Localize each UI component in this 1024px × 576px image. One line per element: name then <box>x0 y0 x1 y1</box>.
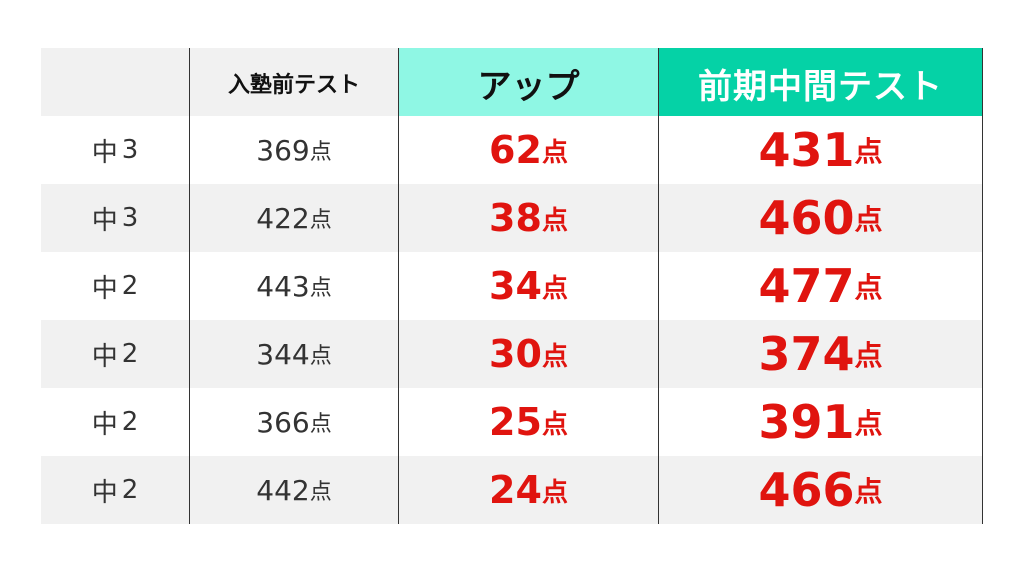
midterm-score: 391 <box>758 395 855 449</box>
before-score: 344 <box>256 337 310 371</box>
score-unit: 点 <box>854 203 883 236</box>
before-score-cell: 443 点 <box>189 252 398 320</box>
score-unit: 点 <box>854 475 883 508</box>
midterm-score-cell: 431 点 <box>658 116 983 184</box>
grade-number: 2 <box>121 339 139 369</box>
midterm-score-cell: 477 点 <box>658 252 983 320</box>
before-score-cell: 369 点 <box>189 116 398 184</box>
grade-number: 3 <box>121 203 139 233</box>
up-score-cell: 34 点 <box>398 252 658 320</box>
grade-label: 中 <box>91 137 118 168</box>
up-score: 62 <box>489 128 542 172</box>
midterm-score-cell: 374 点 <box>658 320 983 388</box>
before-score: 443 <box>256 269 310 303</box>
before-score-cell: 422 点 <box>189 184 398 252</box>
midterm-score-cell: 466 点 <box>658 456 983 524</box>
score-unit: 点 <box>541 205 568 236</box>
score-unit: 点 <box>541 477 568 508</box>
grade-label: 中 <box>91 477 118 508</box>
score-unit: 点 <box>541 273 568 304</box>
score-unit: 点 <box>309 140 332 165</box>
grade-label: 中 <box>91 205 118 236</box>
midterm-score: 431 <box>758 123 855 177</box>
midterm-score: 477 <box>758 259 855 313</box>
before-score: 369 <box>256 133 310 167</box>
up-score-cell: 62 点 <box>398 116 658 184</box>
score-unit: 点 <box>541 137 568 168</box>
grade-number: 3 <box>121 135 139 165</box>
midterm-score: 466 <box>758 463 855 517</box>
grade-number: 2 <box>121 475 139 505</box>
before-score-cell: 366 点 <box>189 388 398 456</box>
midterm-score-cell: 460 点 <box>658 184 983 252</box>
midterm-score-cell: 391 点 <box>658 388 983 456</box>
up-score-cell: 24 点 <box>398 456 658 524</box>
header-score-up: アップ <box>398 48 658 118</box>
score-unit: 点 <box>854 339 883 372</box>
up-score: 34 <box>489 264 542 308</box>
header-grade <box>41 48 189 118</box>
up-score-cell: 38 点 <box>398 184 658 252</box>
before-score-cell: 344 点 <box>189 320 398 388</box>
before-score-cell: 442 点 <box>189 456 398 524</box>
grade-label: 中 <box>91 273 118 304</box>
up-score: 25 <box>489 400 542 444</box>
before-score: 422 <box>256 201 310 235</box>
score-unit: 点 <box>309 412 332 437</box>
up-score: 38 <box>489 196 542 240</box>
score-unit: 点 <box>309 208 332 233</box>
up-score: 24 <box>489 468 542 512</box>
score-unit: 点 <box>854 407 883 440</box>
grade-number: 2 <box>121 407 139 437</box>
score-unit: 点 <box>541 341 568 372</box>
header-midterm-test: 前期中間テスト <box>658 48 983 118</box>
up-score-cell: 30 点 <box>398 320 658 388</box>
up-score: 30 <box>489 332 542 376</box>
midterm-score: 460 <box>758 191 855 245</box>
header-before-test: 入塾前テスト <box>189 48 398 118</box>
up-score-cell: 25 点 <box>398 388 658 456</box>
midterm-score: 374 <box>758 327 855 381</box>
score-unit: 点 <box>309 480 332 505</box>
score-unit: 点 <box>309 344 332 369</box>
before-score: 366 <box>256 405 310 439</box>
grade-label: 中 <box>91 341 118 372</box>
grade-label: 中 <box>91 409 118 440</box>
grade-number: 2 <box>121 271 139 301</box>
score-unit: 点 <box>854 271 883 304</box>
score-unit: 点 <box>309 276 332 301</box>
before-score: 442 <box>256 473 310 507</box>
score-unit: 点 <box>541 409 568 440</box>
score-unit: 点 <box>854 135 883 168</box>
